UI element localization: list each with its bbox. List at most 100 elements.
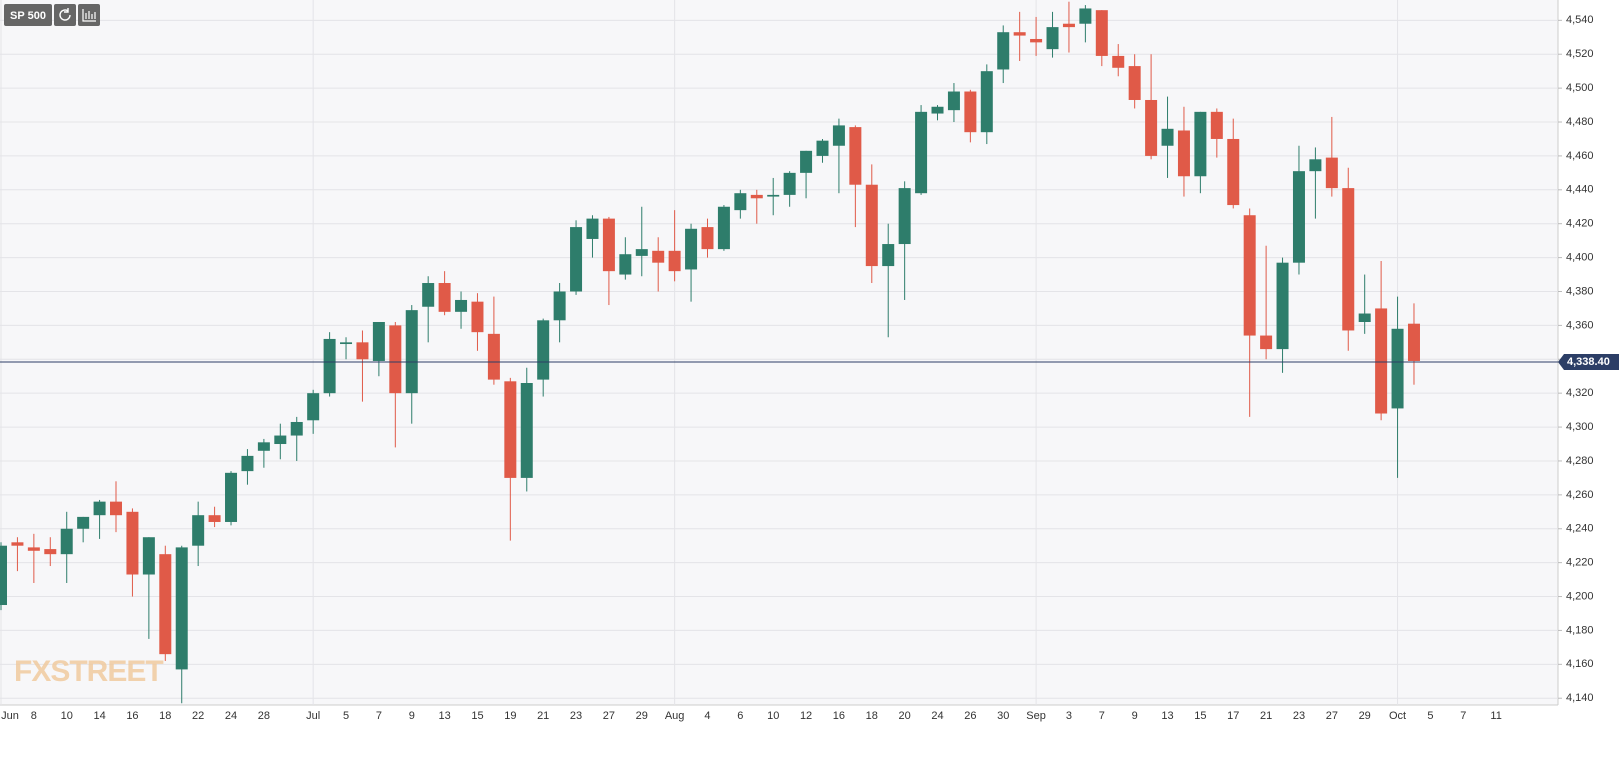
candle-body xyxy=(1161,128,1174,146)
candle-body xyxy=(635,249,648,256)
candle-body xyxy=(0,545,7,606)
x-tick-label: 7 xyxy=(1460,710,1466,722)
candle-body xyxy=(241,455,254,472)
candle-body xyxy=(586,218,599,239)
candle-body xyxy=(1260,335,1273,350)
candle-body xyxy=(931,106,944,114)
x-tick-label: 9 xyxy=(1132,710,1138,722)
candle-body xyxy=(734,193,747,211)
candle-body xyxy=(915,111,928,194)
candles xyxy=(0,1,1558,704)
x-tick-label: Oct xyxy=(1389,710,1406,722)
x-tick-label: 22 xyxy=(192,710,204,722)
candle-body xyxy=(1407,323,1420,361)
candle-body xyxy=(175,547,188,670)
candle-body xyxy=(192,515,205,546)
x-tick-label: 15 xyxy=(471,710,483,722)
candle-body xyxy=(717,206,730,250)
candle-body xyxy=(1210,111,1223,139)
x-tick-label: Aug xyxy=(665,710,685,722)
candle-body xyxy=(849,127,862,185)
candle-body xyxy=(208,515,221,522)
labels: 4,140 4,160 4,180 4,200 4,220 4,240 4,260 4,280… xyxy=(1,14,1619,722)
x-tick-label: 21 xyxy=(1260,710,1272,722)
candle-body xyxy=(701,227,714,250)
title-badge[interactable] xyxy=(4,4,52,26)
candle-body xyxy=(964,91,977,133)
candle-body xyxy=(1309,159,1322,172)
x-tick-label: 15 xyxy=(1194,710,1206,722)
y-tick-label: 4,520 xyxy=(1566,48,1594,60)
candle-body xyxy=(1046,27,1059,50)
refresh-button[interactable] xyxy=(54,4,76,26)
candle-body xyxy=(323,338,336,394)
x-tick-label: 27 xyxy=(603,710,615,722)
x-tick-label: 16 xyxy=(126,710,138,722)
y-tick-label: 4,320 xyxy=(1566,387,1594,399)
candle-body xyxy=(1325,157,1338,189)
y-tick-label: 4,280 xyxy=(1566,455,1594,467)
candle-body xyxy=(455,299,468,312)
y-tick-label: 4,400 xyxy=(1566,252,1594,264)
candle-body xyxy=(1227,138,1240,206)
candle-body xyxy=(438,283,451,312)
refresh-icon xyxy=(59,8,71,21)
y-tick-label: 4,200 xyxy=(1566,590,1594,602)
x-tick-label: 9 xyxy=(409,710,415,722)
x-tick-label: 24 xyxy=(931,710,943,722)
x-tick-label: 18 xyxy=(159,710,171,722)
x-tick-label: 6 xyxy=(737,710,743,722)
grid xyxy=(0,0,1558,705)
y-tick-label: 4,500 xyxy=(1566,82,1594,94)
y-tick-label: 4,140 xyxy=(1566,692,1594,704)
x-tick-label: 23 xyxy=(570,710,582,722)
candle-body xyxy=(389,325,402,394)
candle-body xyxy=(520,383,533,478)
x-tick-label: 10 xyxy=(61,710,73,722)
y-tick-label: 4,440 xyxy=(1566,184,1594,196)
settings-icon xyxy=(82,9,96,22)
candle-body xyxy=(602,218,615,272)
candle-body xyxy=(487,333,500,380)
x-tick-label: 4 xyxy=(704,710,710,722)
candle-body xyxy=(783,172,796,195)
chart-title: SP 500 xyxy=(10,10,46,22)
x-tick-label: 20 xyxy=(899,710,911,722)
candle-body xyxy=(767,194,780,197)
candle-body xyxy=(832,125,845,146)
candle-body xyxy=(1292,171,1305,263)
y-tick-label: 4,160 xyxy=(1566,658,1594,670)
candle-body xyxy=(1128,66,1141,100)
y-tick-label: 4,240 xyxy=(1566,523,1594,535)
candle-body xyxy=(274,435,287,445)
y-tick-label: 4,480 xyxy=(1566,116,1594,128)
candle-body xyxy=(865,184,878,267)
candle-body xyxy=(290,421,303,436)
candle-body xyxy=(1276,262,1289,350)
candle-body xyxy=(685,228,698,270)
candle-body xyxy=(750,194,763,199)
candle-body xyxy=(405,310,418,394)
plot-area xyxy=(0,0,1558,705)
candle-body xyxy=(1145,99,1158,156)
x-tick-label: 30 xyxy=(997,710,1009,722)
last-price-box xyxy=(1558,353,1619,370)
x-tick-label: 7 xyxy=(1099,710,1105,722)
y-tick-label: 4,220 xyxy=(1566,557,1594,569)
candle-body xyxy=(816,140,829,156)
candle-body xyxy=(1062,23,1075,28)
candle-body xyxy=(947,91,960,111)
candle-body xyxy=(11,542,24,546)
x-tick-label: Jul xyxy=(306,710,320,722)
candle-body xyxy=(504,381,517,478)
y-tick-label: 4,260 xyxy=(1566,489,1594,501)
candle-body xyxy=(93,501,106,516)
x-tick-label: 21 xyxy=(537,710,549,722)
candle-body xyxy=(553,291,566,321)
candle-body xyxy=(1013,32,1026,36)
candle-body xyxy=(898,188,911,245)
x-tick-label: 24 xyxy=(225,710,237,722)
candle-body xyxy=(142,537,155,575)
